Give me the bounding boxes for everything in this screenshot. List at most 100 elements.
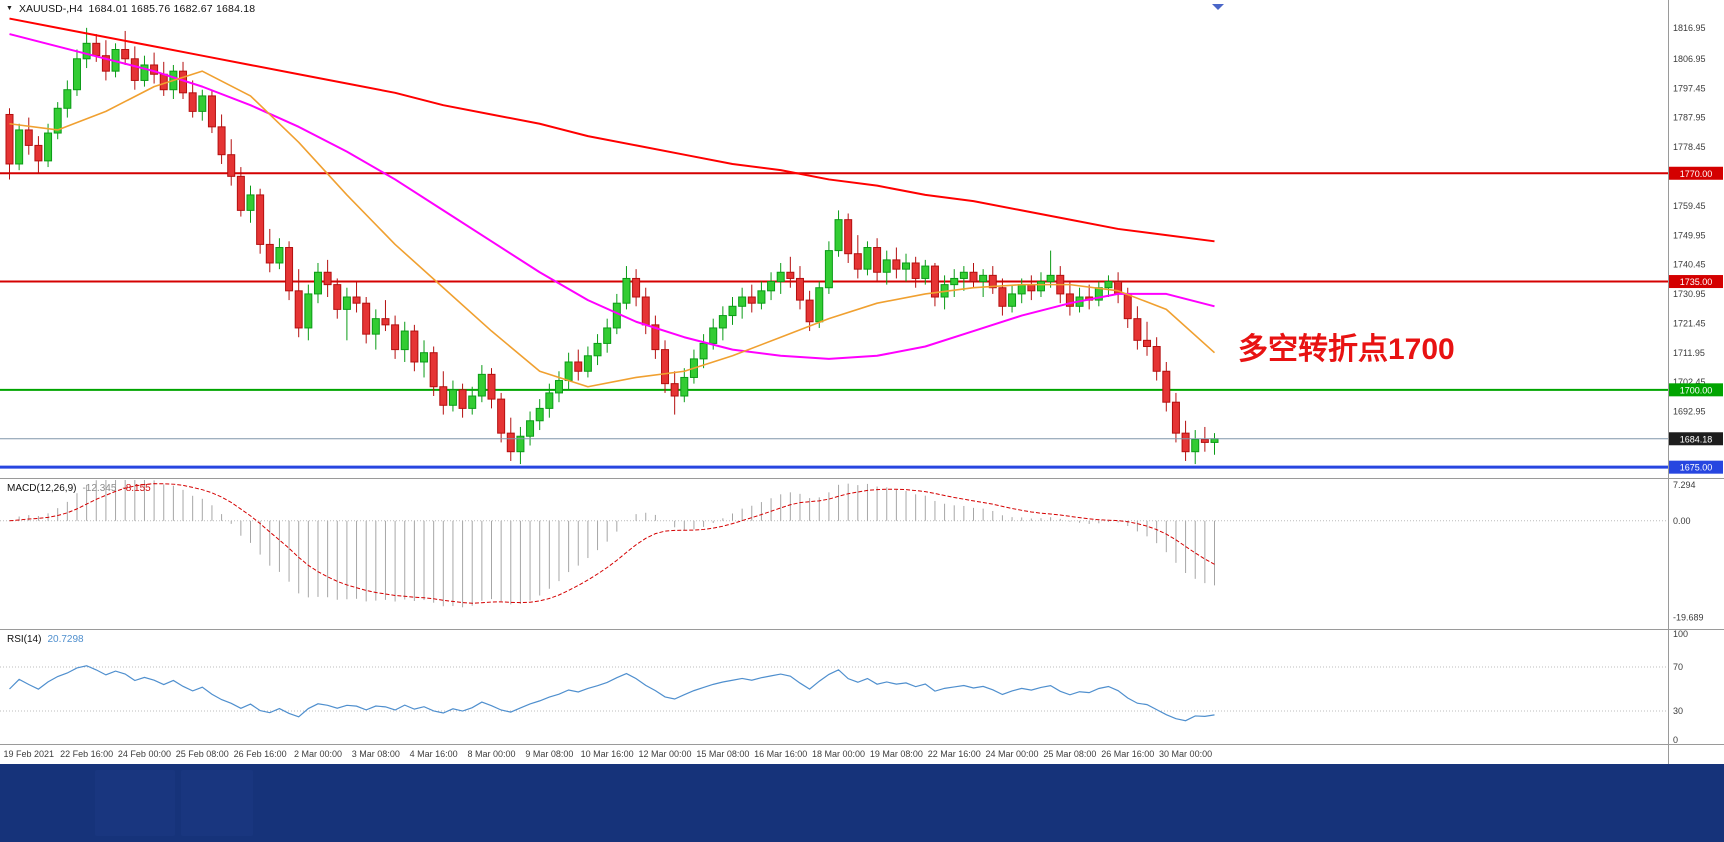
svg-text:1735.00: 1735.00 (1680, 277, 1713, 287)
candle (815, 287, 824, 323)
candle (979, 274, 988, 283)
candle (140, 64, 149, 81)
candle (285, 247, 294, 292)
candle (921, 265, 930, 279)
chart-shift-marker-icon[interactable] (1212, 4, 1224, 10)
candle (526, 420, 535, 437)
candle (535, 407, 544, 422)
candle (873, 247, 882, 273)
candle (902, 262, 911, 270)
svg-text:25 Feb 08:00: 25 Feb 08:00 (176, 749, 229, 759)
candle (516, 435, 525, 453)
candle (998, 287, 1007, 307)
svg-text:1787.95: 1787.95 (1673, 113, 1706, 123)
candle (554, 380, 563, 394)
macd-pane (0, 480, 1668, 608)
symbol-period-label: XAUUSD-,H4 (18, 3, 83, 15)
svg-text:1749.95: 1749.95 (1673, 230, 1706, 240)
svg-text:12 Mar 00:00: 12 Mar 00:00 (638, 749, 691, 759)
svg-text:3 Mar 08:00: 3 Mar 08:00 (352, 749, 400, 759)
candle (670, 383, 679, 397)
macd-name: MACD(12,26,9) (7, 483, 77, 494)
macd-main-value: -12.345 (82, 483, 117, 494)
svg-text:1700.00: 1700.00 (1680, 385, 1713, 395)
taskbar-item[interactable] (181, 770, 253, 836)
candle (275, 247, 284, 264)
candle (1191, 438, 1200, 453)
candle (294, 290, 303, 329)
svg-text:1730.95: 1730.95 (1673, 289, 1706, 299)
candle (1171, 401, 1180, 434)
candle (641, 296, 650, 326)
svg-text:1740.45: 1740.45 (1673, 260, 1706, 270)
candle (410, 330, 419, 363)
svg-text:22 Feb 16:00: 22 Feb 16:00 (60, 749, 113, 759)
svg-text:1778.45: 1778.45 (1673, 142, 1706, 152)
candle (506, 432, 515, 453)
candle (362, 302, 371, 335)
candle (718, 315, 727, 329)
price-badges: 1770.00 1735.00 1700.00 1675.00 1684.18 (1669, 166, 1723, 474)
time-axis[interactable]: 19 Feb 2021 22 Feb 16:00 24 Feb 00:00 25 Fe… (4, 749, 1213, 759)
candle (1200, 438, 1209, 443)
price-level-badge (1669, 275, 1723, 289)
svg-text:26 Mar 16:00: 26 Mar 16:00 (1101, 749, 1154, 759)
candle (391, 324, 400, 351)
rsi-line (9, 665, 1215, 722)
svg-text:1770.00: 1770.00 (1680, 169, 1713, 179)
svg-text:1797.45: 1797.45 (1673, 83, 1706, 93)
candle (786, 271, 795, 279)
candle (439, 386, 448, 406)
candle (217, 126, 226, 156)
candle (101, 55, 110, 72)
candle (429, 352, 438, 388)
candle (844, 219, 853, 255)
svg-text:9 Mar 08:00: 9 Mar 08:00 (525, 749, 573, 759)
svg-text:30 Mar 00:00: 30 Mar 00:00 (1159, 749, 1212, 759)
svg-text:19 Mar 08:00: 19 Mar 08:00 (870, 749, 923, 759)
candle (198, 95, 207, 112)
candle (1210, 438, 1219, 443)
candle (304, 293, 313, 329)
candle (1036, 281, 1045, 292)
svg-text:8 Mar 00:00: 8 Mar 00:00 (467, 749, 515, 759)
svg-text:2 Mar 00:00: 2 Mar 00:00 (294, 749, 342, 759)
candle (342, 296, 351, 310)
candle (863, 247, 872, 270)
candle (1065, 293, 1074, 307)
taskbar[interactable] (0, 764, 1724, 842)
ma-slow (9, 17, 1215, 243)
taskbar-item[interactable] (95, 770, 175, 836)
candle (795, 277, 804, 301)
svg-text:1702.45: 1702.45 (1673, 377, 1706, 387)
candle (53, 107, 62, 134)
candle (603, 327, 612, 344)
svg-text:7.294: 7.294 (1673, 480, 1696, 490)
symbol-dropdown-icon[interactable]: ▼ (6, 5, 13, 12)
svg-text:26 Feb 16:00: 26 Feb 16:00 (234, 749, 287, 759)
svg-text:1684.18: 1684.18 (1680, 434, 1713, 444)
candle (246, 194, 255, 211)
candle (236, 175, 245, 211)
svg-text:1692.95: 1692.95 (1673, 407, 1706, 417)
candle (1133, 318, 1142, 341)
candle (121, 49, 130, 60)
candle (1008, 293, 1017, 307)
svg-text:1806.95: 1806.95 (1673, 54, 1706, 64)
candle (709, 327, 718, 344)
candle (680, 376, 689, 397)
svg-text:25 Mar 08:00: 25 Mar 08:00 (1043, 749, 1096, 759)
svg-text:1721.45: 1721.45 (1673, 318, 1706, 328)
candle (352, 296, 361, 304)
candle (487, 373, 496, 400)
candle (776, 271, 785, 283)
price-axis[interactable]: 1816.95 1806.95 1797.45 1787.95 1778.45 1759.… (1673, 23, 1706, 745)
svg-text:70: 70 (1673, 662, 1683, 672)
candle (661, 349, 670, 385)
candle (497, 398, 506, 434)
candle (323, 271, 332, 286)
svg-text:15 Mar 08:00: 15 Mar 08:00 (696, 749, 749, 759)
candle (188, 92, 197, 112)
